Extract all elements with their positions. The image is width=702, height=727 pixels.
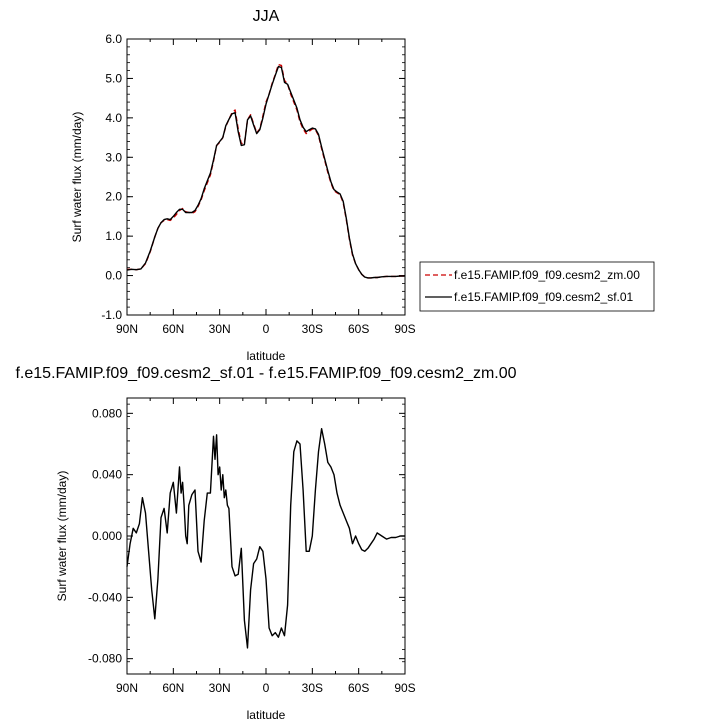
y-tick-label: 6.0 [105,32,122,46]
y-tick-label: 5.0 [105,71,122,85]
y-tick-label: 0.080 [92,406,122,420]
y-tick-label: 0.040 [92,468,122,482]
y-tick-label: -1.0 [101,308,122,322]
x-tick-label: 30N [209,322,231,336]
x-tick-label: 60N [162,681,184,695]
x-tick-label: 30N [209,681,231,695]
x-tick-label: 60S [348,681,369,695]
x-tick-label: 60S [348,322,369,336]
legend-label-sf: f.e15.FAMIP.f09_f09.cesm2_sf.01 [454,290,634,304]
x-tick-label: 90S [394,322,415,336]
x-tick-label: 60N [162,322,184,336]
chart-title: JJA [253,8,280,25]
plot-frame [126,397,406,675]
x-tick-label: 30S [302,681,323,695]
y-axis-label: Surf water flux (mm/day) [70,112,84,243]
chart-jja: JJA 90N 60N 30N 0 30S 60S 90S -1.0 0.0 1.0 2.0 3.0 4… [70,8,416,363]
x-axis-label: latitude [247,349,286,363]
series-lines [126,63,405,279]
x-tick-label: 0 [263,681,270,695]
y-tick-label: 4.0 [105,111,122,125]
y-axis-label: Surf water flux (mm/day) [55,471,69,602]
x-axis-label: latitude [247,708,286,722]
x-tick-label: 90N [116,322,138,336]
series-line-0 [126,428,405,649]
series-line-1 [126,65,405,279]
y-tick-label: 3.0 [105,150,122,164]
x-tick-label: 90S [394,681,415,695]
chart-title: f.e15.FAMIP.f09_f09.cesm2_sf.01 - f.e15.… [15,365,516,382]
series-line-0 [127,63,405,279]
legend: f.e15.FAMIP.f09_f09.cesm2_zm.00 f.e15.FA… [419,261,655,312]
axis-ticks: 90N 60N 30N 0 30S 60S 90S -1.0 0.0 1.0 2.0 3.0 4.0 5.… [101,32,415,336]
series-lines [126,428,405,649]
y-tick-label: -0.080 [88,652,122,666]
x-tick-label: 90N [116,681,138,695]
x-tick-label: 30S [302,322,323,336]
y-tick-label: 2.0 [105,190,122,204]
legend-label-zm: f.e15.FAMIP.f09_f09.cesm2_zm.00 [454,268,640,282]
y-tick-label: 0.0 [105,269,122,283]
y-tick-label: 0.000 [92,529,122,543]
y-tick-label: -0.040 [88,590,122,604]
y-tick-label: 1.0 [105,229,122,243]
plot-frame [126,38,406,316]
axis-ticks: 90N 60N 30N 0 30S 60S 90S 0.080 0.040 0.000 -0.040… [88,398,416,695]
chart-difference: f.e15.FAMIP.f09_f09.cesm2_sf.01 - f.e15.… [15,365,516,722]
x-tick-label: 0 [263,322,270,336]
legend-box [419,261,655,312]
